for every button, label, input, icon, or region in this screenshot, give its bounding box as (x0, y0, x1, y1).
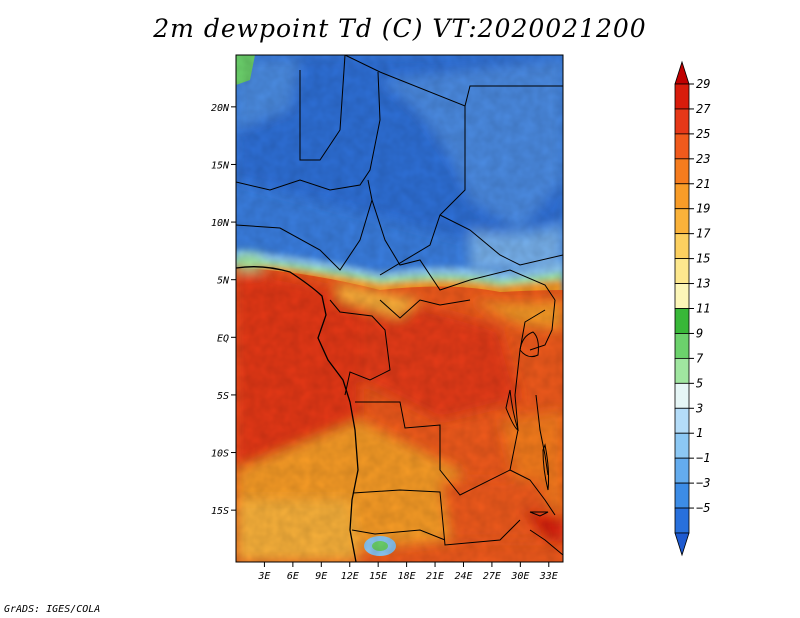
lat-label: 10N (211, 218, 230, 229)
lake-malawi (542, 443, 550, 491)
grads-credit: GrADS: IGES/COLA (4, 604, 101, 615)
border-algeria (299, 55, 346, 161)
colorbar-label: 21 (696, 177, 710, 191)
colorbar-swatch (674, 407, 690, 434)
border-car (371, 199, 556, 301)
border-namibia (351, 529, 446, 541)
lake-victoria (519, 331, 539, 358)
colorbar-swatch (674, 208, 690, 235)
borders (236, 55, 563, 562)
colorbar-label: 7 (696, 351, 704, 365)
colorbar-swatch (674, 333, 690, 359)
border-mozambique (529, 529, 563, 556)
colorbar-swatch (674, 357, 690, 384)
lon-label: 21E (426, 571, 444, 582)
lake-kariba (529, 511, 549, 517)
colorbar-swatch (674, 108, 690, 135)
border-tanzania (509, 469, 556, 516)
colorbar-label: 3 (695, 401, 703, 415)
colorbar-label: 15 (696, 252, 710, 266)
colorbar-swatch (674, 83, 690, 110)
colorbar-bottom-arrow (674, 532, 690, 557)
colorbar: 29 27 25 23 21 19 17 15 13 11 9 7 5 3 1 −1 −3 −5 (674, 60, 711, 557)
lon-label: 18E (398, 571, 416, 582)
map-frame (235, 54, 564, 563)
colorbar-top-arrow (674, 60, 690, 85)
lat-label: 5S (217, 391, 229, 402)
lon-label: 30E (510, 571, 529, 582)
colorbar-label: 11 (696, 302, 710, 316)
colorbar-swatch (674, 308, 690, 334)
lat-label: 20N (211, 103, 230, 114)
border-uganda (529, 299, 556, 351)
colorbar-swatch (674, 432, 690, 459)
colorbar-swatch (674, 283, 690, 309)
lat-label: 5N (217, 276, 230, 287)
colorbar-label: 13 (696, 277, 710, 291)
colorbar-label: 19 (696, 202, 710, 216)
coastline (236, 266, 359, 562)
border-sudan-south (439, 214, 563, 266)
colorbar-swatch (674, 482, 690, 509)
colorbar-label: 25 (696, 127, 710, 141)
border-niger (236, 71, 381, 191)
lon-label: 9E (315, 571, 327, 582)
colorbar-label: 27 (696, 102, 711, 116)
colorbar-swatch (674, 158, 690, 185)
colorbar-label: 9 (696, 326, 703, 340)
lat-axis: 20N 15N 10N 5N EQ 5S 10S 15S (211, 103, 236, 517)
colorbar-swatch (674, 457, 690, 484)
colorbar-label: 29 (696, 77, 710, 91)
lon-label: 33E (539, 571, 558, 582)
colorbar-swatch (674, 183, 690, 210)
colorbar-swatch (674, 382, 690, 409)
colorbar-label: 23 (696, 152, 710, 166)
lon-label: 3E (257, 571, 270, 582)
lon-label: 12E (341, 571, 359, 582)
lat-label: 10S (211, 449, 229, 460)
lon-label: 15E (369, 571, 387, 582)
colorbar-label: 17 (696, 227, 711, 241)
lon-label: 6E (287, 571, 299, 582)
colorbar-label: 5 (696, 376, 703, 390)
colorbar-swatch (674, 233, 690, 260)
border-angola-zambia (352, 489, 521, 546)
lon-axis: 3E 6E 9E 12E 15E 18E 21E 24E 27E 30E 33E (257, 562, 558, 582)
colorbar-label: −1 (696, 451, 710, 465)
lat-label: 15S (211, 506, 229, 517)
colorbar-swatch (674, 507, 690, 534)
field-texture (236, 55, 563, 562)
colorbar-swatch (674, 133, 690, 160)
lat-label: EQ (217, 333, 229, 344)
dewpoint-field (236, 55, 563, 562)
border-congo (329, 299, 391, 396)
lake-tanganyika (505, 389, 519, 431)
colorbar-label: 1 (696, 426, 703, 440)
colorbar-label: −3 (696, 476, 710, 490)
lon-label: 27E (483, 571, 501, 582)
lat-label: 15N (211, 160, 230, 171)
lon-label: 24E (454, 571, 472, 582)
chart-title: 2m dewpoint Td (C) VT:2020021200 (153, 14, 647, 43)
border-cameroon (379, 299, 471, 319)
colorbar-label: −5 (696, 501, 710, 515)
colorbar-swatch (674, 258, 690, 284)
border-malawi (535, 394, 549, 476)
